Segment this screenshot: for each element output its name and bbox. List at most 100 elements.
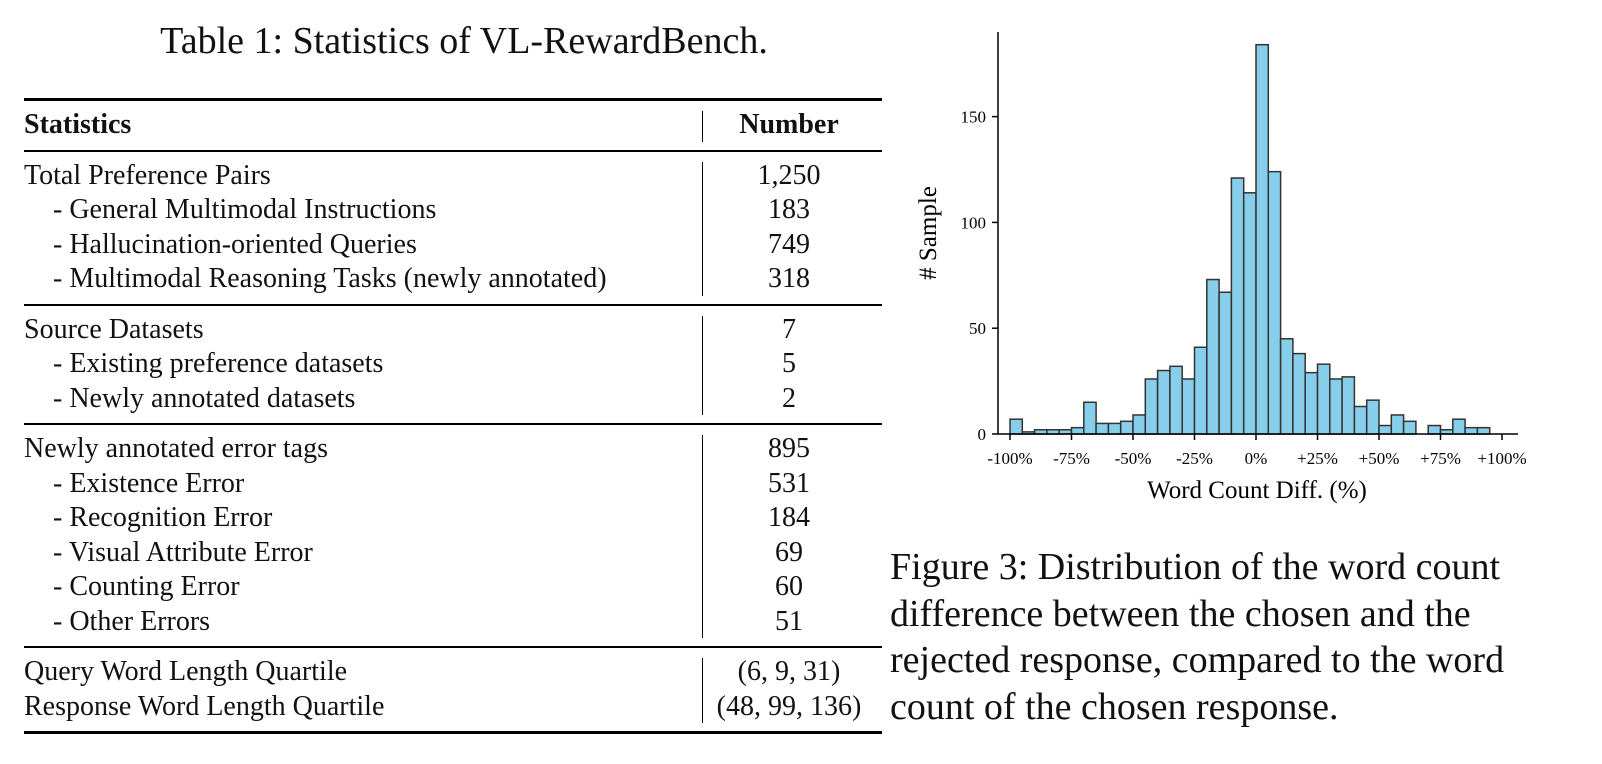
table-group-rule bbox=[24, 423, 882, 425]
table-group: Query Word Length Quartile (6, 9, 31) Resp… bbox=[24, 648, 882, 731]
histogram-bar bbox=[1378, 424, 1393, 435]
column-divider bbox=[702, 111, 703, 142]
x-tick-label: +100% bbox=[1477, 449, 1526, 468]
histogram-bar bbox=[1206, 278, 1220, 435]
histogram-bar bbox=[1218, 291, 1233, 435]
table-row: - Existence Error 531 bbox=[24, 467, 882, 502]
histogram-bar bbox=[1255, 43, 1270, 435]
histogram-bar bbox=[1144, 378, 1159, 435]
row-value: 51 bbox=[775, 605, 803, 637]
row-value: (6, 9, 31) bbox=[737, 656, 841, 688]
table-group-rule bbox=[24, 646, 882, 648]
table-top-rule bbox=[24, 98, 882, 101]
row-value: 7 bbox=[782, 313, 796, 345]
row-label: - General Multimodal Instructions bbox=[53, 194, 437, 226]
row-value: 749 bbox=[768, 228, 810, 260]
table-row: Total Preference Pairs 1,250 bbox=[24, 159, 882, 194]
row-label: Newly annotated error tags bbox=[24, 433, 328, 465]
column-divider bbox=[702, 435, 703, 638]
histogram-bar bbox=[1304, 371, 1319, 435]
table-row: Response Word Length Quartile (48, 99, 13… bbox=[24, 690, 882, 725]
table-group-rule bbox=[24, 303, 882, 306]
y-tick-label: 0 bbox=[978, 425, 987, 444]
table-row: Newly annotated error tags 895 bbox=[24, 432, 882, 467]
x-tick-label: +75% bbox=[1420, 449, 1461, 468]
row-value: 318 bbox=[768, 263, 810, 295]
y-tick-label: 100 bbox=[961, 213, 987, 232]
row-label: - Hallucination-oriented Queries bbox=[53, 228, 417, 260]
table-row: Query Word Length Quartile (6, 9, 31) bbox=[24, 655, 882, 690]
x-axis-ticks: -100% -75% -50% -25% 0% +25% +50% +75% +100% bbox=[987, 434, 1527, 468]
table-header-rule bbox=[24, 149, 882, 152]
histogram-bar bbox=[1427, 424, 1442, 435]
histogram-bar bbox=[1156, 369, 1171, 435]
table-row: - Visual Attribute Error 69 bbox=[24, 536, 882, 571]
row-value: 184 bbox=[768, 502, 810, 534]
table-row: - Hallucination-oriented Queries 749 bbox=[24, 228, 882, 263]
row-value: 69 bbox=[775, 536, 803, 568]
column-divider bbox=[702, 658, 703, 723]
histogram-bar bbox=[1464, 426, 1479, 435]
table-caption: Table 1: Statistics of VL-RewardBench. bbox=[160, 20, 768, 62]
x-tick-label: -75% bbox=[1053, 449, 1090, 468]
histogram-bar bbox=[1083, 401, 1097, 435]
column-divider bbox=[702, 161, 703, 296]
histogram-bar bbox=[1132, 414, 1147, 435]
histogram-bar bbox=[1279, 338, 1294, 435]
figure-caption-line: count of the chosen response. bbox=[890, 685, 1339, 728]
histogram-bar bbox=[1009, 418, 1024, 435]
histogram-bar bbox=[1402, 420, 1417, 435]
row-value: (48, 99, 136) bbox=[716, 690, 862, 722]
y-axis-label: # Sample bbox=[915, 186, 942, 280]
histogram-bar bbox=[1181, 378, 1196, 435]
figure-caption-line: Figure 3: Distribution of the word count bbox=[890, 546, 1501, 588]
row-label: - Existing preference datasets bbox=[53, 348, 384, 380]
table-row: - Counting Error 60 bbox=[24, 570, 882, 605]
row-value: 2 bbox=[782, 382, 796, 414]
row-value: 183 bbox=[768, 194, 810, 226]
histogram-bar bbox=[1107, 422, 1122, 435]
table-row: - Newly annotated datasets 2 bbox=[24, 382, 882, 417]
histogram-bar bbox=[1267, 170, 1282, 435]
y-tick-label: 50 bbox=[969, 319, 986, 338]
histogram-bar bbox=[1119, 420, 1134, 435]
row-label: - Counting Error bbox=[53, 571, 240, 603]
histogram-bar bbox=[1365, 399, 1380, 435]
x-tick-label: +50% bbox=[1359, 449, 1400, 468]
row-label: - Other Errors bbox=[53, 605, 211, 637]
histogram-bar bbox=[1292, 352, 1306, 435]
row-label: Total Preference Pairs bbox=[24, 159, 271, 191]
y-tick-label: 150 bbox=[961, 108, 987, 127]
table-row: - Other Errors 51 bbox=[24, 605, 882, 640]
row-value: 1,250 bbox=[757, 159, 821, 191]
table-row: - Multimodal Reasoning Tasks (newly anno… bbox=[24, 262, 882, 297]
figure-caption: Figure 3: Distribution of the word count… bbox=[890, 544, 1590, 730]
histogram-bars bbox=[1009, 43, 1491, 435]
histogram-bar bbox=[1341, 376, 1356, 435]
row-value: 895 bbox=[768, 433, 810, 465]
histogram-bar bbox=[1070, 426, 1085, 435]
histogram-bar bbox=[1316, 363, 1331, 435]
x-tick-label: -25% bbox=[1176, 449, 1213, 468]
table-row: - Existing preference datasets 5 bbox=[24, 347, 882, 382]
table-group: Total Preference Pairs 1,250 - General Mul… bbox=[24, 152, 882, 304]
table-row: - Recognition Error 184 bbox=[24, 501, 882, 536]
row-value: 60 bbox=[775, 571, 803, 603]
histogram-bar bbox=[1329, 378, 1343, 435]
row-label: Query Word Length Quartile bbox=[24, 656, 348, 688]
row-value: 5 bbox=[782, 348, 796, 380]
row-label: - Recognition Error bbox=[53, 502, 273, 534]
histogram-bar bbox=[1390, 414, 1405, 435]
histogram-bar bbox=[1169, 365, 1183, 435]
histogram-bar bbox=[1230, 177, 1245, 435]
table-group: Newly annotated error tags 895- Existence… bbox=[24, 425, 882, 646]
row-label: Response Word Length Quartile bbox=[24, 690, 385, 722]
x-tick-label: -50% bbox=[1115, 449, 1152, 468]
histogram-bar bbox=[1353, 405, 1368, 435]
histogram-bar bbox=[1095, 422, 1110, 435]
row-label: - Visual Attribute Error bbox=[53, 536, 313, 568]
x-tick-label: -100% bbox=[987, 449, 1032, 468]
table-header: Statistics Number bbox=[24, 101, 882, 150]
histogram-bar bbox=[1476, 426, 1491, 435]
header-number: Number bbox=[739, 109, 839, 141]
